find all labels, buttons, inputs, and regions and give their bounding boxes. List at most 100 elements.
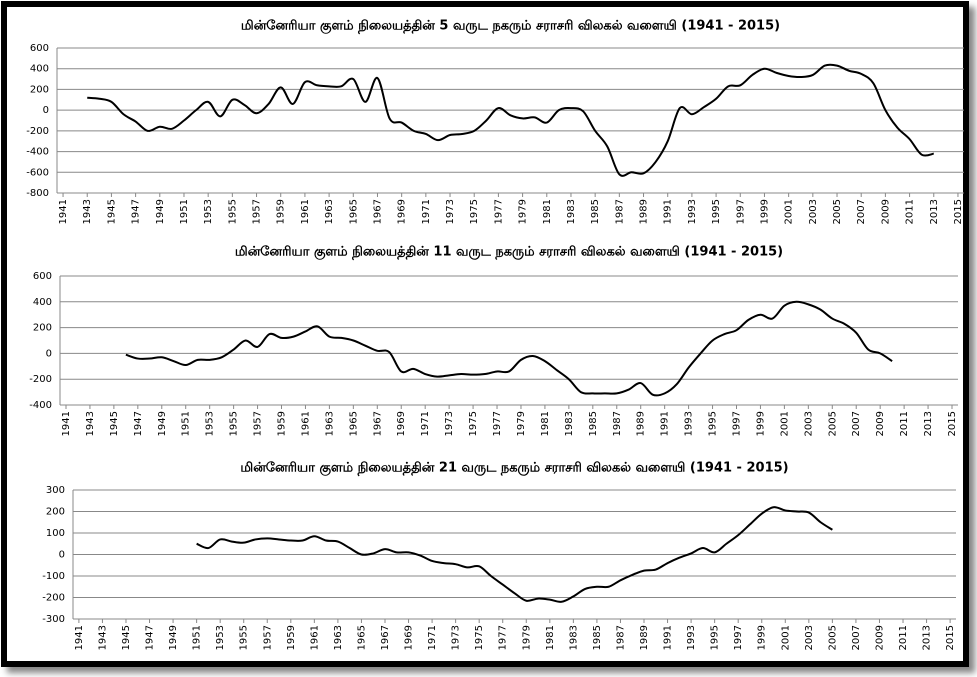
x-tick-label: 1943 (82, 199, 93, 224)
x-tick-label: 1991 (663, 199, 674, 224)
x-tick-label: 1965 (348, 199, 359, 224)
x-tick-label: 2009 (875, 411, 886, 436)
x-tick-label: 1995 (708, 411, 719, 436)
x-tick-label: 1973 (444, 411, 455, 436)
x-tick-label: 1943 (85, 411, 96, 436)
x-tick-label: 1999 (755, 411, 766, 436)
x-tick-label: 2005 (827, 625, 838, 650)
y-tick-label: 200 (46, 507, 65, 518)
x-tick-label: 1977 (493, 199, 504, 224)
x-tick-label: 1983 (566, 199, 577, 224)
x-tick-label: 1977 (498, 625, 509, 650)
y-tick-label: 0 (46, 348, 52, 359)
y-tick-label: -200 (42, 593, 65, 604)
x-tick-label: 1979 (521, 625, 532, 650)
x-tick-label: 2013 (922, 625, 933, 650)
x-tick-label: 1953 (205, 411, 216, 436)
x-tick-label: 1963 (324, 199, 335, 224)
x-tick-label: 1999 (759, 199, 770, 224)
x-tick-label: 1951 (192, 625, 203, 650)
x-tick-label: 1955 (239, 625, 250, 650)
x-tick-label: 1989 (636, 411, 647, 436)
y-tick-label: -600 (26, 167, 49, 178)
x-tick-label: 1949 (157, 411, 168, 436)
x-tick-label: 2003 (804, 625, 815, 650)
x-tick-label: 2015 (945, 625, 956, 650)
x-tick-label: 1987 (615, 625, 626, 650)
x-tick-label: 1963 (333, 625, 344, 650)
x-tick-label: 1985 (588, 411, 599, 436)
y-tick-label: 0 (59, 550, 65, 561)
y-tick-label: -100 (42, 571, 65, 582)
x-tick-label: 1949 (155, 199, 166, 224)
x-tick-label: 1975 (468, 411, 479, 436)
x-tick-label: 1991 (660, 411, 671, 436)
x-tick-label: 1965 (348, 411, 359, 436)
x-tick-label: 1963 (324, 411, 335, 436)
y-tick-label: 400 (30, 64, 49, 75)
x-tick-label: 1961 (300, 199, 311, 224)
x-tick-label: 1981 (542, 199, 553, 224)
x-tick-label: 1971 (427, 625, 438, 650)
x-tick-label: 1977 (492, 411, 503, 436)
x-tick-label: 1951 (179, 199, 190, 224)
x-tick-label: 2003 (803, 411, 814, 436)
x-tick-label: 1985 (590, 199, 601, 224)
x-tick-label: 1991 (663, 625, 674, 650)
x-tick-label: 1943 (97, 625, 108, 650)
y-tick-label: 100 (46, 528, 65, 539)
x-tick-label: 1971 (421, 199, 432, 224)
x-tick-label: 1961 (309, 625, 320, 650)
line (196, 506, 833, 603)
x-tick-label: 1947 (145, 625, 156, 650)
x-tick-label: 1967 (372, 199, 383, 224)
x-tick-label: 1957 (253, 411, 264, 436)
x-tick-label: 1953 (215, 625, 226, 650)
x-tick-label: 1983 (568, 625, 579, 650)
x-tick-label: 2013 (923, 411, 934, 436)
x-tick-label: 1993 (687, 199, 698, 224)
x-tick-label: 1987 (614, 199, 625, 224)
y-tick-label: 0 (43, 105, 49, 116)
x-tick-label: 1997 (735, 199, 746, 224)
x-tick-label: 1953 (203, 199, 214, 224)
x-tick-label: 1973 (445, 199, 456, 224)
x-tick-label: 2007 (851, 625, 862, 650)
line (125, 300, 893, 397)
x-tick-label: 2015 (947, 411, 958, 436)
x-tick-label: 1945 (109, 411, 120, 436)
x-tick-label: 1989 (639, 199, 650, 224)
x-tick-label: 2005 (832, 199, 843, 224)
x-tick-label: 1993 (686, 625, 697, 650)
y-tick-label: -400 (29, 400, 52, 411)
x-tick-label: 2013 (929, 199, 940, 224)
y-tick-label: 300 (46, 485, 65, 496)
x-tick-label: 1957 (252, 199, 263, 224)
x-tick-label: 1947 (131, 199, 142, 224)
x-tick-label: 2011 (905, 199, 916, 224)
x-tick-label: 1967 (380, 625, 391, 650)
y-tick-label: 200 (33, 323, 52, 334)
y-tick-label: -200 (29, 374, 52, 385)
x-tick-label: 1993 (684, 411, 695, 436)
x-tick-label: 1951 (181, 411, 192, 436)
x-tick-label: 1941 (74, 625, 85, 650)
x-tick-label: 1979 (516, 411, 527, 436)
y-tick-label: -300 (42, 614, 65, 625)
x-tick-label: 1965 (356, 625, 367, 650)
x-tick-label: 1967 (372, 411, 383, 436)
y-tick-label: -800 (26, 188, 49, 199)
x-tick-label: 1971 (420, 411, 431, 436)
x-tick-label: 1999 (757, 625, 768, 650)
line (87, 63, 934, 177)
x-tick-label: 2015 (953, 199, 964, 224)
chart-title: மின்னேரியா குளம் நிலையத்தின் 11 வருட நகர… (235, 245, 783, 260)
x-tick-label: 1955 (227, 199, 238, 224)
x-tick-label: 2011 (899, 411, 910, 436)
x-tick-label: 1995 (710, 625, 721, 650)
x-tick-label: 1945 (106, 199, 117, 224)
y-tick-label: -400 (26, 147, 49, 158)
x-tick-label: 1941 (58, 199, 69, 224)
